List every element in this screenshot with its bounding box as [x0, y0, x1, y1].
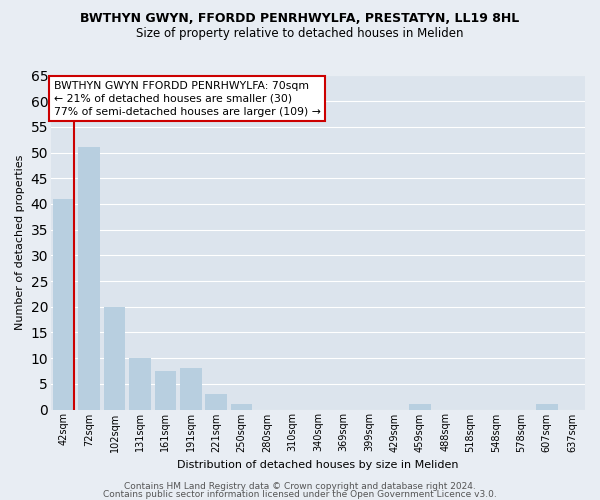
Text: Contains public sector information licensed under the Open Government Licence v3: Contains public sector information licen… [103, 490, 497, 499]
Bar [78, 148, 100, 410]
Bar [53, 199, 74, 410]
Bar [205, 394, 227, 409]
Text: Contains HM Land Registry data © Crown copyright and database right 2024.: Contains HM Land Registry data © Crown c… [124, 482, 476, 491]
Bar [409, 404, 431, 409]
Text: BWTHYN GWYN, FFORDD PENRHWYLFA, PRESTATYN, LL19 8HL: BWTHYN GWYN, FFORDD PENRHWYLFA, PRESTATY… [80, 12, 520, 26]
Bar [231, 404, 253, 409]
Y-axis label: Number of detached properties: Number of detached properties [15, 155, 25, 330]
Bar [180, 368, 202, 410]
Bar [536, 404, 557, 409]
Bar [129, 358, 151, 410]
Text: Size of property relative to detached houses in Meliden: Size of property relative to detached ho… [136, 28, 464, 40]
Bar [155, 371, 176, 410]
Text: BWTHYN GWYN FFORDD PENRHWYLFA: 70sqm
← 21% of detached houses are smaller (30)
7: BWTHYN GWYN FFORDD PENRHWYLFA: 70sqm ← 2… [53, 80, 320, 117]
X-axis label: Distribution of detached houses by size in Meliden: Distribution of detached houses by size … [177, 460, 459, 470]
Bar [104, 306, 125, 410]
